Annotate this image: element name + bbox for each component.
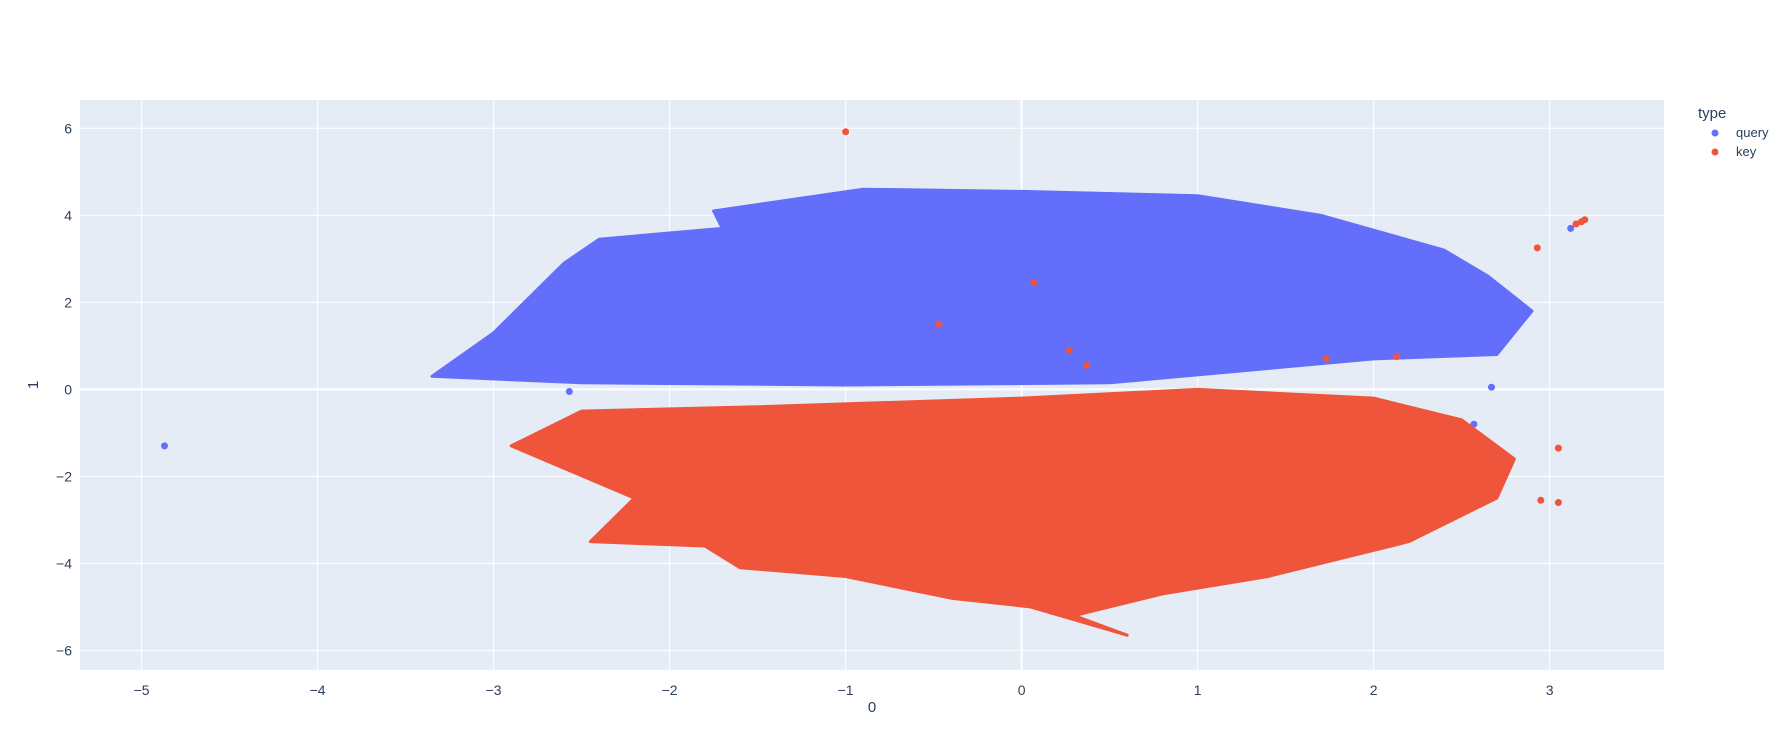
data-point-key: [1030, 279, 1038, 287]
x-tick-label: 3: [1546, 682, 1554, 698]
x-tick-label: 2: [1370, 682, 1378, 698]
legend: type query key: [1698, 105, 1769, 159]
data-point-key: [842, 128, 850, 136]
x-tick-label: −5: [134, 682, 150, 698]
data-point-key: [1083, 361, 1091, 369]
data-point-key: [1572, 220, 1580, 228]
y-tick-label: 0: [64, 381, 72, 397]
legend-marker-key: [1711, 148, 1719, 156]
legend-item-key[interactable]: key: [1711, 144, 1757, 159]
series-layer: [161, 128, 1589, 637]
data-point-key: [1533, 244, 1541, 252]
point-cloud-query: [430, 187, 1534, 387]
legend-marker-query: [1711, 129, 1719, 137]
data-point-key: [1554, 444, 1562, 452]
x-tick-label: −1: [838, 682, 854, 698]
legend-title: type: [1698, 105, 1726, 122]
y-tick-label: −6: [56, 642, 72, 658]
data-point-key: [1393, 353, 1400, 361]
data-point-key: [1554, 499, 1562, 506]
x-axis-ticks: −5 −4 −3 −2 −1 0 1 2 3: [134, 682, 1554, 698]
data-point-query: [1488, 383, 1495, 391]
data-point-query: [161, 442, 168, 450]
y-tick-label: −2: [56, 468, 72, 484]
y-tick-label: 6: [64, 120, 72, 136]
y-tick-label: −4: [56, 555, 72, 571]
x-tick-label: 0: [1018, 682, 1026, 698]
legend-label-key: key: [1736, 144, 1757, 159]
y-tick-label: 2: [64, 294, 72, 310]
y-axis-title: 1: [25, 381, 42, 389]
data-point-key: [1065, 346, 1073, 354]
x-tick-label: 1: [1194, 682, 1202, 698]
x-tick-label: −4: [310, 682, 326, 698]
x-tick-label: −3: [486, 682, 502, 698]
y-axis-ticks: −6 −4 −2 0 2 4 6: [56, 120, 72, 658]
data-point-key: [1581, 216, 1589, 224]
series-key: [509, 128, 1589, 637]
data-point-query: [1567, 224, 1575, 232]
data-point-key: [935, 320, 943, 328]
data-point-key: [1537, 496, 1545, 504]
legend-label-query: query: [1736, 125, 1769, 140]
point-cloud-key: [509, 387, 1516, 637]
data-point-key: [1322, 355, 1330, 363]
series-query: [161, 187, 1575, 450]
x-tick-label: −2: [662, 682, 678, 698]
data-point-query: [565, 388, 573, 395]
legend-item-query[interactable]: query: [1711, 125, 1770, 140]
y-tick-label: 4: [64, 207, 72, 223]
x-axis-title: 0: [868, 699, 876, 716]
